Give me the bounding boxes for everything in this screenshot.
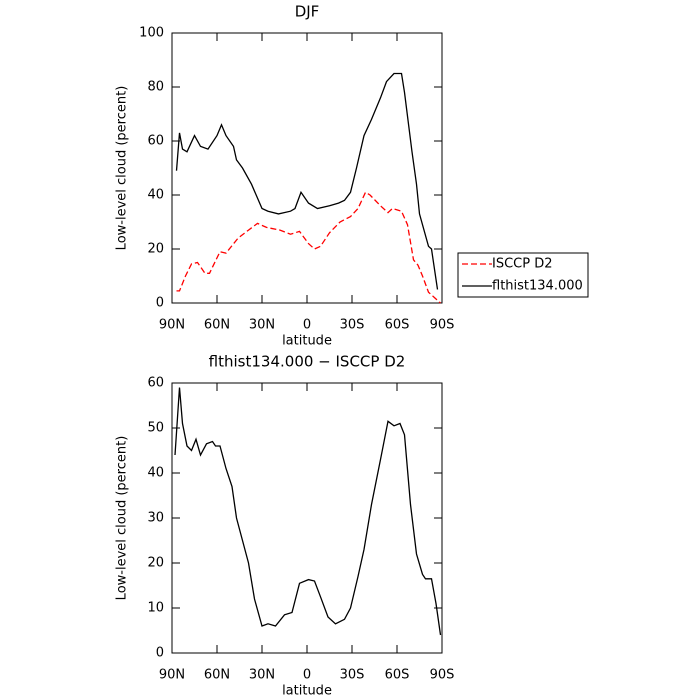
x-axis-label: latitude <box>282 684 332 699</box>
plot-frame <box>171 382 443 654</box>
legend-box <box>457 252 589 298</box>
x-tick-label: 30S <box>340 318 365 333</box>
y-tick-label: 0 <box>156 646 164 661</box>
y-tick-label: 60 <box>147 376 164 391</box>
x-tick-label: 90N <box>159 318 185 333</box>
data-line <box>174 387 442 636</box>
y-tick-label: 40 <box>147 466 164 481</box>
legend-label: ISCCP D2 <box>492 257 553 272</box>
y-axis-label: Low-level cloud (percent) <box>115 86 130 251</box>
x-tick-label: 90S <box>430 318 455 333</box>
x-tick-label: 0 <box>303 668 311 683</box>
y-tick-label: 80 <box>147 80 164 95</box>
x-tick-label: 60S <box>385 668 410 683</box>
y-tick-label: 30 <box>147 511 164 526</box>
y-tick-label: 10 <box>147 601 164 616</box>
data-line <box>176 191 441 304</box>
x-tick-label: 60N <box>204 668 230 683</box>
y-tick-label: 20 <box>147 556 164 571</box>
chart-title: flthist134.000 − ISCCP D2 <box>209 353 406 371</box>
y-axis-label: Low-level cloud (percent) <box>115 436 130 601</box>
y-tick-label: 20 <box>147 242 164 257</box>
x-tick-label: 30N <box>249 318 275 333</box>
x-tick-label: 30N <box>249 668 275 683</box>
x-tick-label: 0 <box>303 318 311 333</box>
y-tick-label: 100 <box>139 26 164 41</box>
data-line <box>175 72 439 290</box>
y-tick-label: 0 <box>156 296 164 311</box>
x-tick-label: 90N <box>159 668 185 683</box>
x-tick-label: 30S <box>340 668 365 683</box>
legend-label: flthist134.000 <box>492 279 583 294</box>
x-tick-label: 60S <box>385 318 410 333</box>
x-axis-label: latitude <box>282 334 332 349</box>
x-tick-label: 90S <box>430 668 455 683</box>
chart-title: DJF <box>295 3 320 21</box>
x-tick-label: 60N <box>204 318 230 333</box>
y-tick-label: 50 <box>147 421 164 436</box>
y-tick-label: 60 <box>147 134 164 149</box>
y-tick-label: 40 <box>147 188 164 203</box>
